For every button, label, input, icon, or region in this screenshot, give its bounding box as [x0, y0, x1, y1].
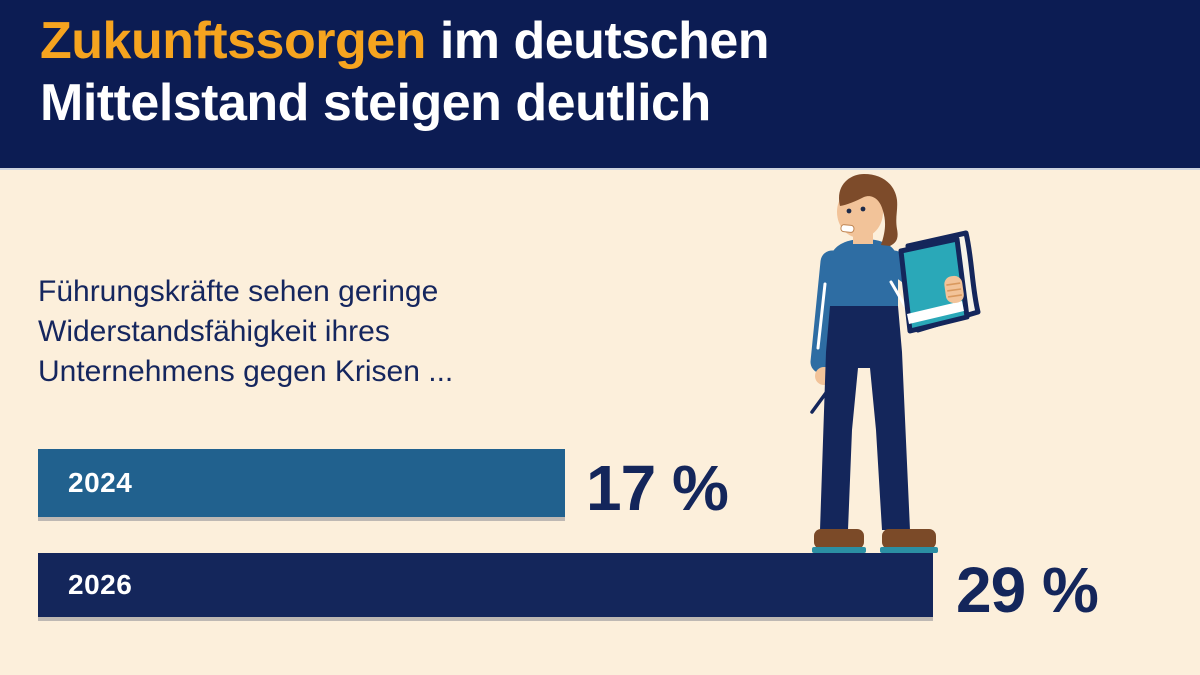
page-title: Zukunftssorgen im deutschen Mittelstand …	[40, 10, 770, 134]
person-torso	[830, 239, 907, 318]
hair	[839, 174, 898, 246]
bar-2024: 2024	[38, 449, 565, 517]
page-title-line1: Zukunftssorgen im deutschen	[40, 10, 770, 72]
page-title-highlight: Zukunftssorgen	[40, 12, 426, 70]
bar-2024-value: 17 %	[586, 452, 729, 524]
bar-2026-label: 2026	[68, 569, 133, 600]
person-shoes	[812, 529, 938, 553]
person-right-hand	[944, 275, 964, 304]
bar-2026-value: 29 %	[956, 554, 1099, 626]
person-trousers	[820, 306, 910, 530]
bar-2024-label: 2024	[68, 467, 133, 498]
page-title-line1-rest: im deutschen	[425, 12, 770, 70]
header-band: Zukunftssorgen im deutschen Mittelstand …	[0, 0, 1200, 170]
chart-annotation: Führungskräfte sehen geringe Widerstands…	[38, 275, 454, 388]
bar-2026: 2026	[38, 553, 933, 617]
person-head	[837, 174, 898, 246]
document-icon	[898, 230, 981, 334]
smile	[840, 224, 855, 233]
page-title-line2: Mittelstand steigen deutlich	[40, 74, 711, 132]
person-illustration	[810, 174, 981, 553]
